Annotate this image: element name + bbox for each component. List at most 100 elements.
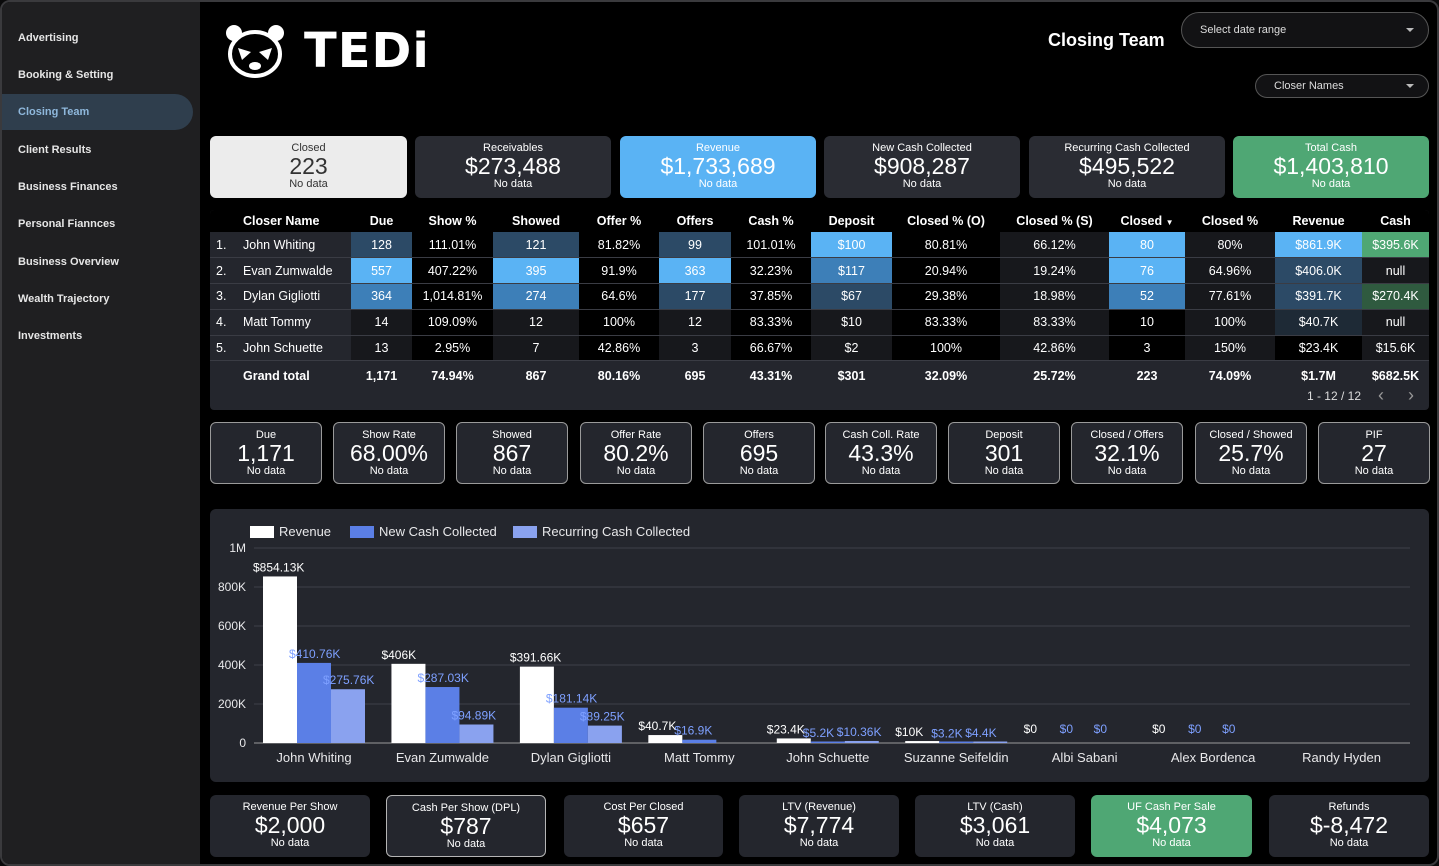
cell-closer-name: Evan Zumwalde — [239, 257, 351, 285]
sidebar-item-investments[interactable]: Investments — [18, 330, 83, 342]
col-header-closed-label: Closed — [1120, 214, 1163, 228]
logo: TEDi — [224, 23, 430, 79]
pager-prev-icon[interactable]: ‹ — [1378, 385, 1384, 405]
total-closed-pct-s: 25.72% — [1033, 369, 1076, 384]
legend-swatch — [513, 526, 537, 538]
kpi-value: 223 — [289, 153, 328, 179]
sidebar-item-client-results[interactable]: Client Results — [18, 144, 92, 156]
sidebar: Advertising Booking & Setting Closing Te… — [2, 2, 200, 864]
metric-label: Cash Coll. Rate — [842, 429, 920, 441]
sidebar-item-advertising[interactable]: Advertising — [18, 32, 79, 44]
metric-card: Cash Coll. Rate 43.3% No data — [825, 422, 937, 484]
metric-note: No data — [984, 465, 1024, 477]
bottom-metric-label: LTV (Revenue) — [782, 801, 856, 813]
col-header-deposit[interactable]: Deposit — [811, 210, 892, 232]
table-row[interactable]: 3. Dylan Gigliotti 364 1,014.81% 274 64.6% 177… — [210, 283, 1429, 310]
cell-cash: $270.4K — [1362, 283, 1429, 310]
table-row[interactable]: 2. Evan Zumwalde 557 407.22% 395 91.9% 363 32.2… — [210, 257, 1429, 285]
page-title: Closing Team — [1048, 30, 1165, 50]
total-revenue: $1.7M — [1301, 369, 1336, 384]
metric-note: No data — [246, 465, 286, 477]
x-tick-label: Alex Bordenca — [1171, 750, 1256, 765]
bottom-metric-value: $787 — [440, 813, 492, 839]
col-header-revenue[interactable]: Revenue — [1275, 210, 1362, 232]
data-label: $0 — [1152, 722, 1166, 736]
bottom-metric-value: $4,073 — [1136, 812, 1207, 838]
col-header-due[interactable]: Due — [351, 210, 412, 232]
data-label: $3.2K — [931, 726, 962, 740]
col-header-closer-name[interactable]: Closer Name — [239, 210, 351, 232]
col-header-closed-pct-o[interactable]: Closed % (O) — [892, 210, 1000, 232]
col-header-closed-pct-s[interactable]: Closed % (S) — [1000, 210, 1109, 232]
metric-note: No data — [492, 465, 532, 477]
col-header-closed-pct[interactable]: Closed % — [1185, 210, 1275, 232]
closer-names-select[interactable]: Closer Names — [1255, 74, 1429, 98]
total-offer-pct: 80.16% — [597, 369, 641, 384]
col-header-cash[interactable]: Cash — [1362, 210, 1429, 232]
logo-text: TEDi — [304, 23, 430, 79]
cell-closer-name: Matt Tommy — [239, 309, 351, 336]
bottom-metric-card: LTV (Cash) $3,061 No data — [915, 795, 1075, 857]
pager-next-icon[interactable]: › — [1408, 385, 1414, 405]
cell-closed: 80 — [1109, 232, 1185, 259]
cell-due: 364 — [351, 283, 412, 310]
col-header-cash-pct[interactable]: Cash % — [731, 210, 811, 232]
cell-offers: 99 — [659, 232, 731, 259]
table-row[interactable]: 5. John Schuette 13 2.95% 7 42.86% 3 66.67% $2 10… — [210, 335, 1429, 362]
sidebar-item-closing-team[interactable]: Closing Team — [2, 94, 193, 130]
bar-new-cash-collected — [425, 687, 460, 743]
bar-recurring-cash-collected — [331, 689, 365, 743]
cell-offer-pct: 81.82% — [579, 232, 659, 259]
bar-new-cash-collected — [553, 707, 588, 743]
kpi-revenue: Revenue $1,733,689 No data — [620, 136, 816, 198]
y-tick-label: 0 — [239, 736, 246, 750]
metric-card: Closed / Offers 32.1% No data — [1071, 422, 1183, 484]
sidebar-item-booking-setting[interactable]: Booking & Setting — [18, 69, 114, 81]
metric-label: Offer Rate — [610, 429, 662, 441]
bar-new-cash-collected — [939, 741, 974, 743]
cell-offer-pct: 42.86% — [579, 335, 659, 362]
legend-label: Revenue — [279, 524, 331, 539]
bottom-metric-note: No data — [1152, 837, 1191, 849]
col-header-offers[interactable]: Offers — [659, 210, 731, 232]
metric-card: Offers 695 No data — [703, 422, 815, 484]
bottom-metric-note: No data — [975, 837, 1015, 849]
col-header-offer-pct[interactable]: Offer % — [579, 210, 659, 232]
cell-closed-pct-o: 100% — [892, 335, 1000, 362]
date-range-select[interactable]: Select date range — [1181, 12, 1429, 48]
x-tick-label: Dylan Gigliotti — [531, 750, 611, 765]
cell-offers: 177 — [659, 283, 731, 310]
kpi-total-cash: Total Cash $1,403,810 No data — [1233, 136, 1429, 198]
data-label: $23.4K — [767, 722, 805, 736]
cell-offer-pct: 100% — [579, 309, 659, 336]
metric-value: 68.00% — [349, 440, 428, 466]
metric-label: Deposit — [985, 429, 1023, 441]
kpi-note: No data — [1311, 178, 1351, 190]
row-rank: 3. — [210, 283, 239, 310]
cell-closed: 10 — [1109, 309, 1185, 336]
bar-new-cash-collected — [810, 741, 845, 743]
sort-desc-icon: ▼ — [1165, 218, 1174, 227]
chevron-down-icon — [1406, 84, 1414, 88]
cell-closed-pct: 150% — [1185, 335, 1275, 362]
cell-due: 128 — [351, 232, 412, 259]
cell-closed-pct: 100% — [1185, 309, 1275, 336]
cell-closed: 3 — [1109, 335, 1185, 362]
cell-cash-pct: 101.01% — [731, 232, 811, 259]
table-row[interactable]: 4. Matt Tommy 14 109.09% 12 100% 12 83.33% $10 83… — [210, 309, 1429, 336]
legend-swatch — [350, 526, 374, 538]
col-header-closed[interactable]: Closed ▼ — [1109, 210, 1185, 232]
sidebar-item-personal-finances[interactable]: Personal Fiannces — [18, 218, 116, 230]
data-label: $0 — [1024, 722, 1038, 736]
cell-due: 557 — [351, 257, 412, 285]
col-header-showed[interactable]: Showed — [493, 210, 579, 232]
col-header-show-pct[interactable]: Show % — [412, 210, 493, 232]
bottom-metric-value: $657 — [617, 812, 670, 838]
sidebar-item-wealth-trajectory[interactable]: Wealth Trajectory — [18, 293, 110, 305]
sidebar-item-business-overview[interactable]: Business Overview — [18, 256, 119, 268]
bottom-metric-card: Cost Per Closed $657 No data — [564, 795, 723, 857]
sidebar-item-business-finances[interactable]: Business Finances — [18, 181, 118, 193]
y-tick-label: 600K — [218, 619, 246, 633]
metric-value: 301 — [984, 440, 1024, 466]
table-row[interactable]: 1. John Whiting 128 111.01% 121 81.82% 99 101.0… — [210, 232, 1429, 259]
